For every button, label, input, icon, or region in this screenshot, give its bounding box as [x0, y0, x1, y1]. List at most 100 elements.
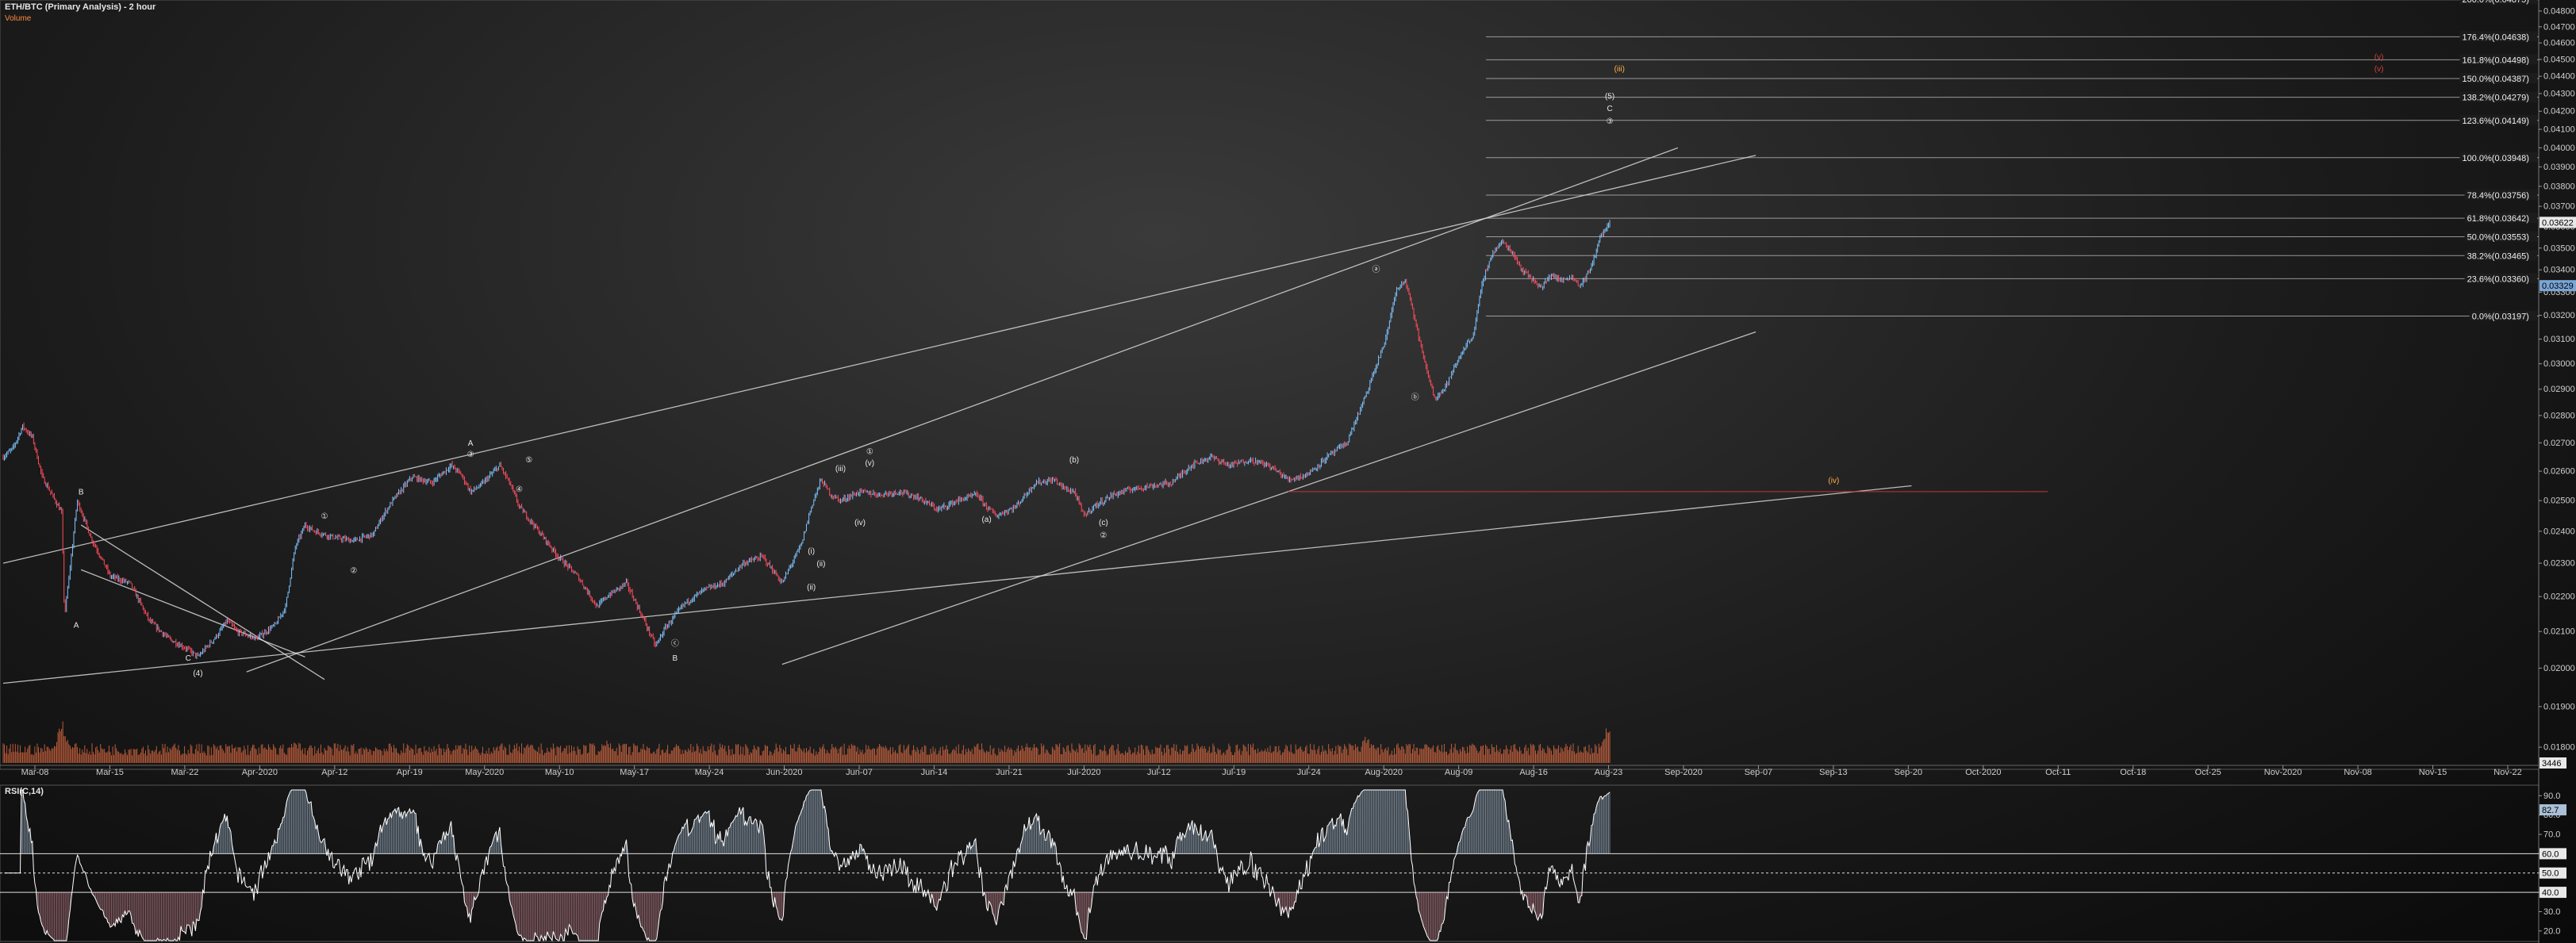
- wave-count-label: (v): [865, 459, 874, 468]
- wave-count-label: ①: [321, 512, 328, 521]
- y-tick-label: 0.04300: [2543, 89, 2575, 98]
- y-tick-label: 0.02900: [2543, 385, 2575, 394]
- rsi-level-label: 60.0: [2542, 849, 2559, 859]
- wave-count-label: ⓑ: [1411, 393, 1419, 402]
- volume-bars: [2, 721, 1610, 763]
- wave-count-label: (a): [981, 516, 991, 524]
- wave-count-label: ②: [1100, 531, 1107, 540]
- wave-count-label: B: [673, 654, 678, 663]
- fib-level-label: 78.4%(0.03756): [2467, 191, 2529, 201]
- fib-label-bg: [2464, 231, 2537, 242]
- x-tick-label: Jun-2020: [766, 768, 803, 777]
- y-tick-label: 0.03000: [2543, 359, 2575, 369]
- price-panel-frame: [0, 0, 2540, 770]
- x-tick-label: Oct-11: [2045, 768, 2071, 777]
- y-tick-label: 0.02600: [2543, 467, 2575, 477]
- x-tick-label: May-10: [545, 768, 574, 777]
- x-tick-label: Aug-16: [1519, 768, 1547, 777]
- y-tick-label: 0.02200: [2543, 592, 2575, 602]
- fib-level-label: 138.2%(0.04279): [2463, 94, 2529, 103]
- y-tick-label: 0.02300: [2543, 559, 2575, 569]
- wave-count-label: ③: [467, 450, 474, 459]
- y-tick-label: 0.02100: [2543, 627, 2575, 637]
- rsi-level-label: 50.0: [2542, 869, 2559, 879]
- trend-line: [781, 331, 1756, 665]
- y-tick-label: 0.03100: [2543, 335, 2575, 344]
- x-tick-label: Sep-2020: [1664, 768, 1703, 777]
- y-tick-label: 0.04400: [2543, 72, 2575, 82]
- wave-count-label: C: [186, 654, 191, 663]
- x-tick-label: Sep-13: [1819, 768, 1847, 777]
- y-tick-label: 0.01800: [2543, 743, 2575, 753]
- rsi-level-box: [2540, 887, 2566, 899]
- x-tick-label: Apr-12: [321, 768, 347, 777]
- chart-title: ETH/BTC (Primary Analysis) - 2 hour: [5, 2, 156, 12]
- wave-count-label: (iii): [1614, 65, 1625, 74]
- fib-level-label: 38.2%(0.03465): [2467, 251, 2529, 261]
- x-tick-label: Jul-12: [1147, 768, 1171, 777]
- wave-count-label: (v): [2374, 53, 2384, 62]
- wave-count-label: (c): [1099, 519, 1108, 527]
- fib-label-bg: [2459, 151, 2537, 163]
- x-tick-label: Sep-07: [1745, 768, 1772, 777]
- wave-count-label: ⓒ: [671, 638, 679, 648]
- fib-level-label: 61.8%(0.03642): [2467, 214, 2529, 224]
- x-tick-label: Jun-07: [846, 768, 873, 777]
- fib-label-bg: [2459, 54, 2537, 65]
- fib-label-bg: [2459, 0, 2537, 5]
- trend-line: [2, 155, 1756, 564]
- x-tick-label: May-2020: [465, 768, 504, 777]
- wave-count-label: ⓐ: [1372, 265, 1380, 274]
- y-tick-label: 0.03800: [2543, 182, 2575, 191]
- wave-count-label: ①: [866, 447, 873, 456]
- x-tick-label: Jul-24: [1297, 768, 1321, 777]
- trend-line: [2, 485, 1912, 684]
- trend-line: [80, 524, 325, 680]
- rsi-title: RSI(C,14): [5, 787, 44, 796]
- wave-count-label: ⑤: [525, 456, 532, 465]
- y-tick-label: 0.04000: [2543, 144, 2575, 153]
- x-tick-label: Jul-2020: [1067, 768, 1100, 777]
- x-tick-label: Nov-08: [2344, 768, 2371, 777]
- y-tick-label: 0.02000: [2543, 664, 2575, 673]
- y-tick-label: 0.02400: [2543, 527, 2575, 536]
- x-tick-label: Nov-15: [2419, 768, 2447, 777]
- fib-level-label: 0.0%(0.03197): [2472, 312, 2529, 321]
- volume-label: Volume: [5, 14, 32, 23]
- current-price-box: [2540, 217, 2576, 228]
- x-tick-label: Oct-2020: [1965, 768, 2001, 777]
- x-tick-label: May-24: [695, 768, 724, 777]
- x-tick-label: Nov-2020: [2264, 768, 2302, 777]
- fib-level-label: 50.0%(0.03553): [2467, 233, 2529, 243]
- wave-count-label: (iii): [835, 465, 846, 473]
- volume-value-box: [2540, 757, 2566, 769]
- fib-level-label: 200.0%(0.04875): [2463, 0, 2529, 5]
- volume-value-label: 3446: [2542, 759, 2561, 769]
- x-tick-label: Aug-09: [1445, 768, 1472, 777]
- wave-count-label: ③: [1607, 117, 1614, 126]
- wave-count-label: (iv): [1828, 477, 1839, 485]
- x-tick-label: Oct-25: [2195, 768, 2221, 777]
- y-tick-label: 0.03900: [2543, 163, 2575, 172]
- wave-count-label: A: [74, 622, 79, 631]
- trend-line: [246, 147, 1679, 673]
- x-tick-label: Mar-15: [96, 768, 124, 777]
- price-candles: [2, 220, 1610, 659]
- x-tick-label: Jun-14: [921, 768, 948, 777]
- wave-count-label: A: [468, 439, 474, 448]
- fib-label-bg: [2459, 91, 2537, 102]
- y-tick-label: 0.03700: [2543, 202, 2575, 212]
- wave-count-label: (4): [193, 669, 202, 678]
- wave-count-label: (iv): [854, 519, 866, 527]
- y-tick-label: 0.03500: [2543, 243, 2575, 253]
- rsi-panel-frame: [0, 784, 2540, 942]
- rsi-value-box: [2540, 804, 2566, 816]
- y-tick-label: 0.04600: [2543, 39, 2575, 48]
- x-tick-label: May-17: [620, 768, 649, 777]
- fib-label-bg: [2464, 250, 2537, 261]
- x-tick-label: Aug-23: [1595, 768, 1622, 777]
- fib-level-label: 100.0%(0.03948): [2463, 154, 2529, 163]
- wave-count-label: (v): [2374, 65, 2384, 74]
- rsi-level-box: [2540, 867, 2566, 879]
